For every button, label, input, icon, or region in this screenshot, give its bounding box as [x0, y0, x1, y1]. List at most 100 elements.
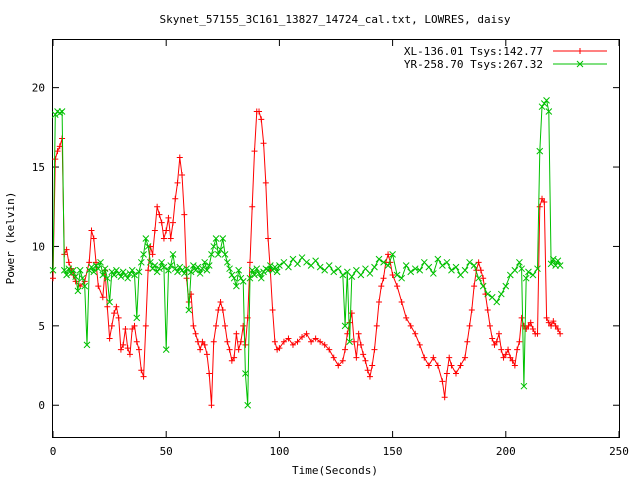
series-2-point-97 — [269, 266, 276, 274]
series-2-point-14 — [81, 282, 89, 290]
series-1-point-62 — [199, 338, 206, 345]
series-1-point-177 — [523, 326, 530, 333]
series-1-point-100 — [294, 338, 301, 345]
series-2-point-154 — [511, 266, 519, 274]
series-2-point-104 — [294, 260, 301, 268]
series-1-point-189 — [550, 318, 557, 325]
series-2-point-157 — [520, 382, 528, 390]
series-1-point-18 — [99, 294, 106, 301]
series-1-point-136 — [407, 322, 414, 329]
series-2-point-164 — [540, 100, 548, 107]
series-2-point-72 — [212, 235, 220, 242]
series-1-point-88 — [258, 116, 265, 123]
y-tick-label-2: 10 — [32, 240, 45, 253]
series-1-point-114 — [348, 310, 355, 317]
series-2-point-62 — [190, 262, 197, 269]
series-2-point-19 — [92, 262, 100, 269]
series-1-point-51 — [174, 179, 181, 186]
series-2-point-27 — [110, 271, 118, 279]
series-1-point-87 — [256, 108, 263, 115]
series-2-point-53 — [169, 251, 177, 258]
series-2-point-56 — [176, 263, 184, 271]
plot-frame — [52, 39, 620, 438]
series-2-point-24 — [103, 274, 111, 282]
series-2-point-18 — [90, 268, 98, 276]
series-2-point-150 — [493, 298, 501, 306]
series-1-point-44 — [158, 219, 165, 226]
series-1-point-84 — [249, 203, 256, 210]
series-1-point-6 — [63, 246, 70, 253]
series-2-point-66 — [199, 265, 206, 273]
series-2-point-77 — [223, 258, 231, 266]
series-2-point-5 — [60, 266, 68, 274]
series-1-point-174 — [516, 338, 523, 345]
series-1-point-134 — [398, 299, 405, 306]
series-2-point-64 — [194, 263, 202, 271]
series-1-point-171 — [509, 357, 516, 364]
series-2-point-11 — [74, 287, 82, 295]
series-1-point-139 — [421, 354, 428, 361]
series-2-point-23 — [101, 265, 109, 273]
series-1-point-30 — [126, 351, 133, 358]
series-2-point-165 — [543, 96, 550, 104]
series-2-point-82 — [235, 266, 243, 274]
series-1-point-16 — [93, 259, 100, 266]
series-2 — [49, 96, 564, 409]
series-2-point-65 — [196, 270, 204, 277]
series-1-point-59 — [192, 330, 199, 337]
series-1-point-146 — [446, 354, 453, 361]
x-tick-label-5: 250 — [609, 445, 629, 458]
x-tick-label-0: 0 — [50, 445, 57, 458]
series-1-point-190 — [552, 322, 559, 329]
x-tick-label-1: 50 — [160, 445, 173, 458]
legend-label-1: XL-136.01 Tsys:142.77 — [404, 45, 543, 58]
series-2-point-160 — [529, 271, 537, 279]
series-2-point-32 — [122, 271, 129, 279]
legend-marker-1 — [577, 48, 583, 54]
series-2-point-124 — [375, 255, 383, 263]
series-1-point-130 — [385, 251, 392, 258]
series-1-point-162 — [489, 335, 496, 342]
series-2-point-26 — [108, 268, 116, 276]
series-1-point-1 — [52, 156, 59, 163]
series-1-point-68 — [213, 322, 220, 329]
series-2-point-106 — [303, 258, 310, 266]
series-2-point-126 — [384, 262, 392, 269]
series-1-point-164 — [493, 338, 500, 345]
series-2-point-98 — [271, 263, 279, 271]
series-1-point-156 — [475, 259, 482, 266]
series-1-point-40 — [149, 251, 156, 258]
series-2-point-171 — [556, 262, 564, 269]
series-1-point-98 — [285, 335, 292, 342]
series-1-point-135 — [403, 314, 410, 321]
series-2-point-83 — [237, 274, 245, 282]
series-2-point-133 — [416, 266, 424, 274]
series-1-point-142 — [434, 362, 441, 369]
series-2-point-100 — [276, 262, 283, 269]
series-1-point-118 — [357, 341, 364, 348]
series-1-point-72 — [222, 322, 229, 329]
series-1-point-93 — [269, 306, 276, 313]
series-1-point-148 — [452, 370, 459, 377]
series-1-point-42 — [154, 203, 161, 210]
series-1-point-105 — [317, 338, 324, 345]
series-2-point-51 — [165, 266, 172, 274]
series-2-point-99 — [273, 268, 281, 276]
series-2-point-1 — [51, 111, 59, 118]
series-1-point-116 — [353, 354, 360, 361]
series-1-point-154 — [471, 283, 478, 290]
series-2-point-45 — [151, 262, 159, 269]
series-1-point-109 — [335, 362, 342, 369]
series-1-point-152 — [466, 322, 473, 329]
series-2-point-68 — [203, 266, 211, 274]
series-1-point-22 — [108, 322, 115, 329]
series-2-point-63 — [192, 266, 199, 274]
series-1-point-27 — [120, 341, 127, 348]
series-1-point-17 — [95, 283, 102, 290]
series-2-point-20 — [94, 265, 102, 273]
plot-area — [52, 39, 620, 438]
x-axis: 0 50 100 150 200 250 — [50, 40, 629, 458]
series-2-point-112 — [330, 268, 338, 276]
series-1 — [50, 108, 564, 409]
series-2-point-167 — [547, 260, 555, 268]
